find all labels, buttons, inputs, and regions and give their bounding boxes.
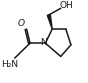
Text: N: N xyxy=(40,38,47,47)
Polygon shape xyxy=(47,15,52,29)
Text: OH: OH xyxy=(59,1,73,10)
Text: H₂N: H₂N xyxy=(1,60,19,69)
Text: O: O xyxy=(18,19,25,28)
